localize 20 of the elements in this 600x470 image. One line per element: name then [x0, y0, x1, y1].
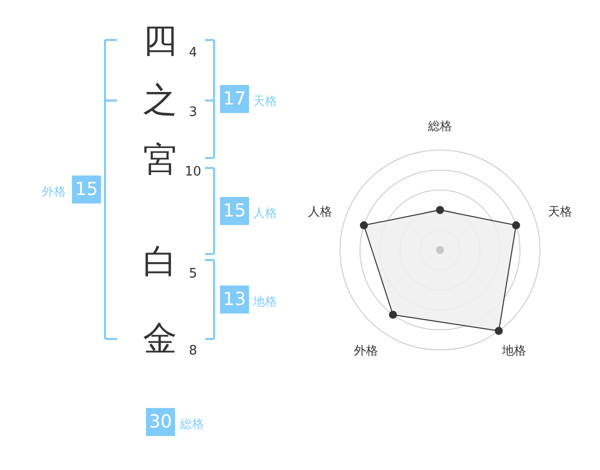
- text: 外格: [42, 184, 66, 198]
- spoke-label: 外格: [354, 343, 378, 358]
- category-label: 四: [143, 21, 177, 61]
- spoke-label: 天格: [548, 204, 572, 219]
- data-label: 5: [188, 266, 198, 282]
- text: 人格: [253, 206, 277, 220]
- category-label: 之: [143, 80, 177, 120]
- category-label: 金: [143, 319, 177, 359]
- text: 天格: [253, 94, 277, 108]
- text: 総格: [179, 417, 204, 431]
- data-label: 10: [184, 164, 202, 180]
- data-label: 3: [188, 105, 198, 120]
- text: 地格: [252, 294, 277, 308]
- spoke-label: 人格: [308, 204, 332, 219]
- category-label: 白: [143, 242, 177, 282]
- data-label: 4: [188, 46, 198, 60]
- spoke-label: 総格: [427, 119, 452, 133]
- data-label: 8: [188, 344, 198, 358]
- spoke-label: 地格: [501, 343, 526, 358]
- category-label: 宮: [143, 140, 177, 180]
